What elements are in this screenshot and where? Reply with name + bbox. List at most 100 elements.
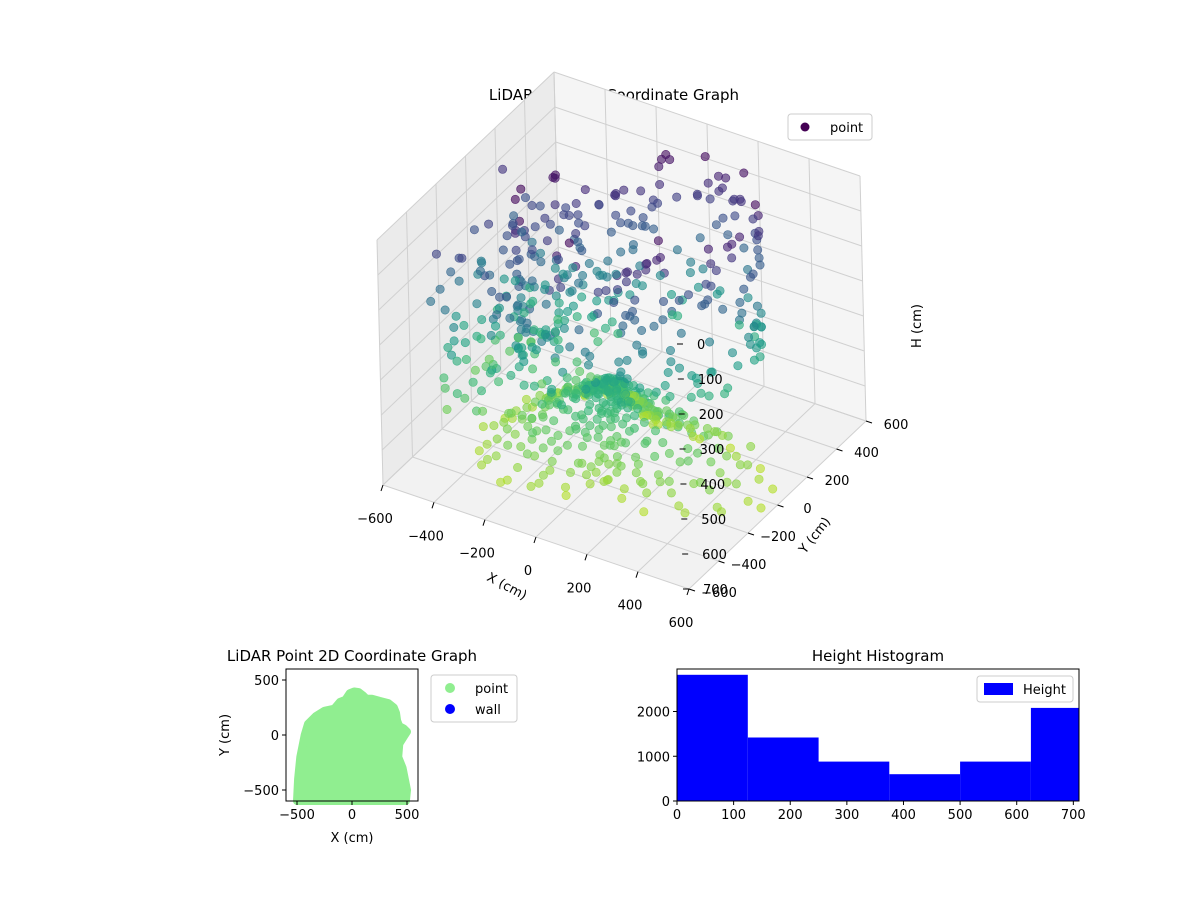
chart-3d-x-tick-label: −400 bbox=[408, 529, 444, 544]
chart-3d-point bbox=[494, 377, 504, 387]
chart-3d-point bbox=[592, 266, 602, 276]
chart-3d-point bbox=[701, 279, 711, 289]
chart-3d-point bbox=[513, 462, 523, 472]
chart-3d-point bbox=[449, 322, 459, 332]
chart-3d-point bbox=[679, 410, 689, 420]
chart-3d-point bbox=[508, 219, 518, 229]
chart-3d-point bbox=[649, 321, 659, 331]
chart-3d-point bbox=[554, 225, 564, 235]
chart-3d-point bbox=[698, 264, 708, 274]
chart-3d-point bbox=[695, 477, 705, 487]
chart-3d-point bbox=[452, 356, 462, 366]
chart-3d-point bbox=[526, 481, 536, 491]
chart-3d-point bbox=[522, 449, 532, 459]
chart-3d-point bbox=[710, 427, 720, 437]
chart-3d-grid-h bbox=[556, 176, 863, 282]
chart-3d-point bbox=[574, 325, 584, 335]
chart-3d-point bbox=[756, 308, 766, 318]
chart-3d-point bbox=[554, 344, 564, 354]
chart-3d-point bbox=[511, 245, 521, 255]
chart-3d-point bbox=[496, 477, 506, 487]
chart-3d-grid-y bbox=[406, 211, 413, 458]
chart-3d-ticks: −600 −400 −200 0 200 400 600 −600 −400 −200 0 200 40… bbox=[357, 338, 908, 631]
chart-3d-point bbox=[739, 284, 749, 294]
chart-2d-ticks: −500 0 500 −500 0 500 bbox=[243, 674, 419, 823]
chart-3d-point bbox=[604, 459, 614, 469]
chart-3d-point bbox=[568, 301, 578, 311]
chart-3d-point bbox=[650, 451, 660, 461]
chart-3d-point bbox=[663, 367, 673, 377]
chart-3d-point bbox=[666, 357, 676, 367]
chart-3d-point bbox=[675, 457, 685, 467]
chart-3d-point bbox=[727, 253, 737, 263]
chart-3d-point bbox=[550, 173, 560, 183]
chart-3d-point bbox=[665, 345, 675, 355]
chart-3d-point bbox=[510, 276, 520, 286]
chart-3d-point bbox=[718, 304, 728, 314]
chart-3d-point bbox=[664, 476, 674, 486]
chart-3d-point bbox=[568, 263, 578, 273]
chart-3d-point bbox=[553, 430, 563, 440]
chart-3d-gridlines bbox=[376, 71, 867, 590]
chart-3d-point bbox=[581, 384, 591, 394]
chart-3d-point bbox=[755, 352, 765, 362]
chart-3d-point bbox=[565, 287, 575, 297]
chart-3d-grid-x bbox=[604, 89, 612, 335]
chart-3d-point bbox=[477, 460, 487, 470]
chart-3d-point bbox=[489, 421, 499, 431]
chart-3d-point bbox=[606, 422, 616, 432]
chart-hist-x-tick-label: 100 bbox=[721, 808, 746, 823]
chart-3d-point bbox=[723, 230, 733, 240]
chart-3d-point bbox=[554, 298, 564, 308]
chart-3d-point bbox=[529, 325, 539, 335]
chart-3d-point bbox=[502, 424, 512, 434]
chart-2d-x-tick-label: 500 bbox=[395, 808, 420, 823]
chart-3d-h-tick-label: 600 bbox=[702, 548, 727, 563]
chart-2d-points bbox=[293, 687, 411, 805]
chart-3d-point bbox=[541, 425, 551, 435]
chart-3d-point bbox=[578, 414, 588, 424]
chart-3d-point bbox=[611, 210, 621, 220]
chart-3d-h-tick-label: 700 bbox=[703, 583, 728, 598]
chart-3d-point bbox=[593, 287, 603, 297]
chart-3d-h-tick-label: 500 bbox=[701, 513, 726, 528]
chart-3d-point bbox=[683, 456, 693, 466]
chart-3d-point bbox=[615, 218, 625, 228]
chart-3d-point bbox=[733, 361, 743, 371]
chart-3d-point bbox=[538, 443, 548, 453]
chart-3d-point bbox=[754, 253, 764, 263]
chart-3d-y-tick bbox=[718, 560, 725, 564]
chart-3d-point bbox=[755, 464, 765, 474]
chart-3d-point bbox=[519, 308, 529, 318]
chart-3d-point bbox=[728, 196, 738, 206]
chart-3d-point bbox=[527, 237, 537, 247]
chart-3d-point bbox=[435, 284, 445, 294]
chart-3d-point bbox=[672, 192, 682, 202]
chart-3d-point bbox=[528, 364, 538, 374]
chart-3d-h-tick-label: 200 bbox=[699, 408, 724, 423]
chart-3d-point bbox=[472, 299, 482, 309]
chart-3d-point bbox=[571, 375, 581, 385]
chart-3d-point bbox=[514, 254, 524, 264]
chart-3d-point bbox=[505, 259, 515, 269]
chart-3d-point bbox=[715, 286, 725, 296]
chart-3d-point bbox=[562, 373, 572, 383]
chart-hist-bar bbox=[677, 674, 748, 801]
chart-3d-point bbox=[506, 370, 516, 380]
chart-3d-point bbox=[609, 297, 619, 307]
chart-3d-h-tick-label: 0 bbox=[697, 338, 705, 353]
chart-3d-point bbox=[731, 451, 741, 461]
chart-3d-y-tick-label: 200 bbox=[825, 474, 850, 489]
chart-3d-point bbox=[617, 493, 627, 503]
chart-3d-point bbox=[714, 186, 724, 196]
chart-3d-point bbox=[571, 411, 581, 421]
chart-3d-point bbox=[727, 348, 737, 358]
chart-3d-point bbox=[486, 330, 496, 340]
chart-2d-legend: point wall bbox=[430, 674, 518, 723]
chart-3d-point bbox=[603, 256, 613, 266]
chart-3d-legend-marker bbox=[800, 122, 810, 132]
chart-3d-point bbox=[572, 312, 582, 322]
chart-3d-point bbox=[482, 454, 492, 464]
chart-3d-point bbox=[446, 350, 456, 360]
chart-3d-point bbox=[527, 413, 537, 423]
